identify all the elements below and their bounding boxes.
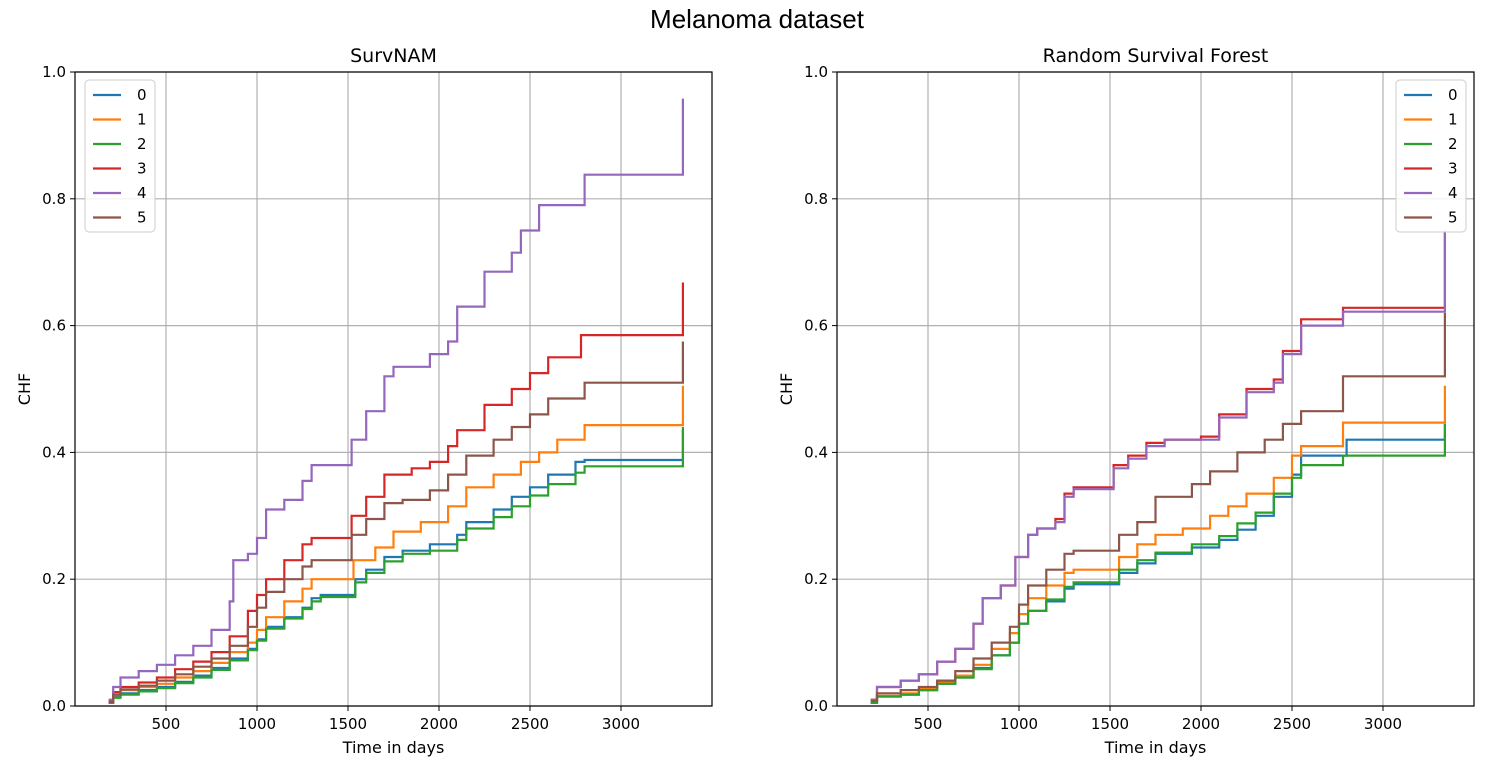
- legend-label-1: 1: [137, 111, 147, 129]
- series-line-5: [108, 341, 684, 704]
- y-axis-label: CHF: [777, 373, 796, 405]
- y-tick-label: 0.8: [804, 190, 828, 208]
- legend-label-4: 4: [137, 184, 147, 202]
- x-tick-label: 3000: [1364, 715, 1402, 733]
- chart-title: Random Survival Forest: [1043, 45, 1269, 67]
- legend-label-2: 2: [1448, 135, 1458, 153]
- x-tick-label: 1000: [1000, 715, 1038, 733]
- y-tick-label: 1.0: [804, 63, 828, 81]
- legend-label-3: 3: [1448, 160, 1458, 178]
- y-tick-label: 1.0: [42, 63, 66, 81]
- y-tick-label: 0.8: [42, 190, 66, 208]
- legend-label-0: 0: [1448, 86, 1458, 104]
- y-tick-label: 0.0: [804, 697, 828, 715]
- y-tick-label: 0.4: [42, 443, 66, 461]
- series-line-1: [108, 385, 684, 703]
- x-tick-label: 1500: [1091, 715, 1129, 733]
- plot-frame: [74, 71, 713, 707]
- x-tick-label: 2000: [420, 715, 458, 733]
- x-tick-label: 2500: [1273, 715, 1311, 733]
- series-line-2: [870, 423, 1446, 704]
- y-axis-label: CHF: [15, 373, 34, 405]
- y-tick-label: 0.0: [42, 697, 66, 715]
- figure-suptitle: Melanoma dataset: [650, 4, 865, 34]
- series-line-4: [108, 98, 684, 701]
- legend: 0 1 2 3 4 5: [84, 79, 156, 233]
- y-tick-label: 0.6: [804, 317, 828, 335]
- series-line-3: [870, 230, 1446, 701]
- x-tick-label: 3000: [602, 715, 640, 733]
- series-line-1: [870, 385, 1446, 704]
- legend-label-5: 5: [1448, 209, 1458, 227]
- series-line-3: [108, 282, 684, 702]
- series-line-0: [870, 423, 1446, 704]
- x-axis-label: Time in days: [1104, 738, 1207, 757]
- x-tick-label: 2000: [1182, 715, 1220, 733]
- legend: 0 1 2 3 4 5: [1395, 79, 1467, 233]
- legend-label-3: 3: [137, 160, 147, 178]
- y-tick-label: 0.4: [804, 443, 828, 461]
- legend-label-1: 1: [1448, 111, 1458, 129]
- series-line-5: [870, 312, 1446, 702]
- x-tick-label: 2500: [511, 715, 549, 733]
- chart-title: SurvNAM: [350, 45, 437, 67]
- legend-label-2: 2: [137, 135, 147, 153]
- x-axis-label: Time in days: [342, 738, 445, 757]
- legend-label-5: 5: [137, 209, 147, 227]
- x-tick-label: 1500: [329, 715, 367, 733]
- x-tick-label: 500: [152, 715, 181, 733]
- y-tick-label: 0.6: [42, 317, 66, 335]
- legend-label-0: 0: [137, 86, 147, 104]
- x-tick-label: 500: [914, 715, 943, 733]
- series-line-2: [108, 427, 684, 704]
- plot-frame: [836, 71, 1475, 707]
- x-tick-label: 1000: [238, 715, 276, 733]
- chart-random-survival-forest: 500 1000 1500 2000 2500 3000 0.0 0.2 0.4 0.6 0.8 1.…: [777, 45, 1475, 757]
- legend-label-4: 4: [1448, 184, 1458, 202]
- y-tick-label: 0.2: [42, 570, 66, 588]
- chart-survnam: 500 1000 1500 2000 2500 3000 0.0 0.2 0.4 0.6 0.8 1.…: [15, 45, 713, 757]
- y-tick-label: 0.2: [804, 570, 828, 588]
- series-line-4: [870, 230, 1446, 701]
